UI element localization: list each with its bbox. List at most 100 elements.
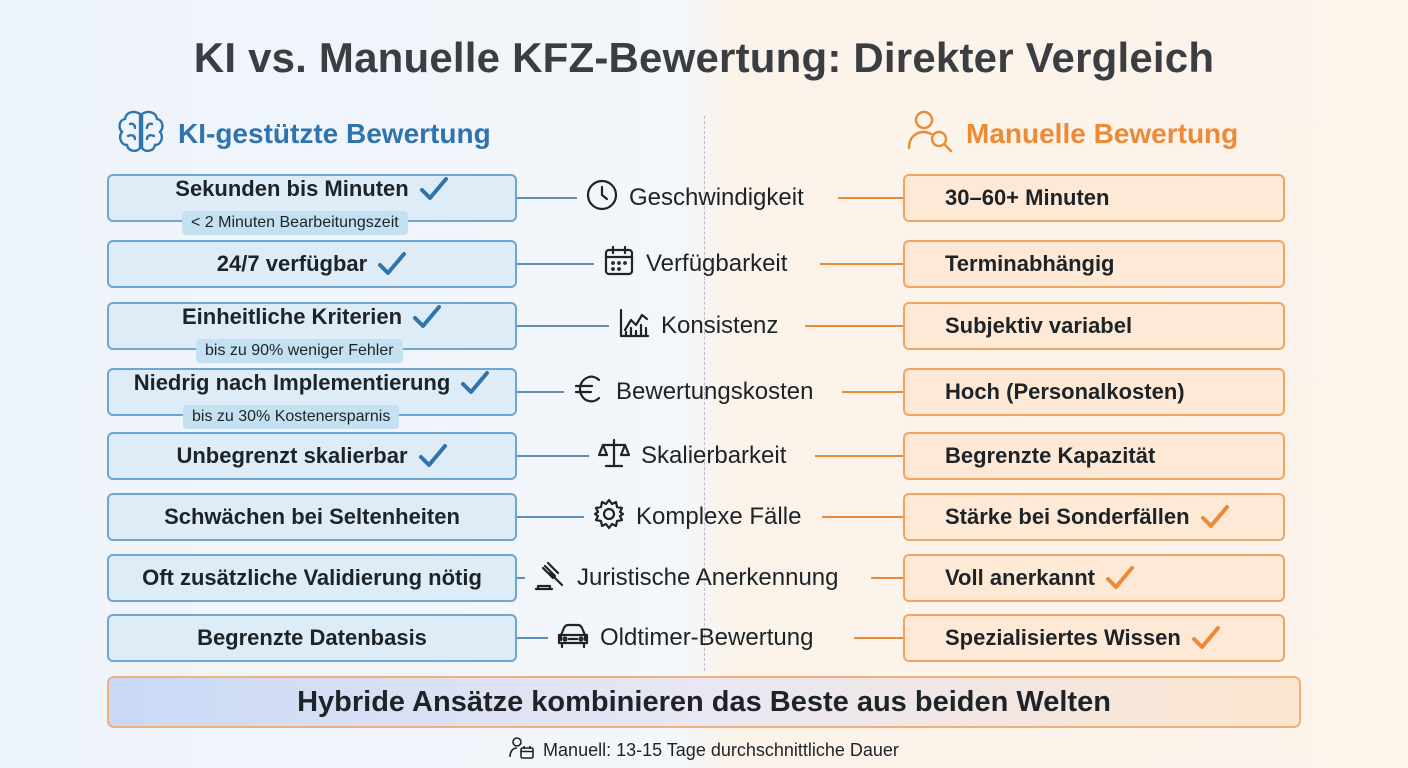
ki-value-text: 24/7 verfügbar bbox=[216, 251, 368, 276]
page-title: KI vs. Manuelle KFZ-Bewertung: Direkter … bbox=[193, 34, 1215, 81]
euro-icon bbox=[572, 372, 616, 413]
ki-value-text: Oft zusätzliche Validierung nötig bbox=[142, 565, 482, 590]
manual-value-box: Begrenzte Kapazität bbox=[903, 432, 1285, 480]
manual-value-box: Spezialisiertes Wissen bbox=[903, 614, 1285, 662]
criterion-text: Geschwindigkeit bbox=[629, 184, 804, 211]
comparison-row: Einheitliche Kriterien bis zu 90% weniger… bbox=[0, 302, 1408, 363]
manual-connector-line bbox=[838, 197, 903, 199]
manual-connector-line bbox=[854, 637, 903, 639]
manual-connector-line bbox=[842, 391, 903, 393]
manual-value-box: Subjektiv variabel bbox=[903, 302, 1285, 350]
manual-value-text: Subjektiv variabel bbox=[945, 313, 1133, 338]
ki-value-text: Begrenzte Datenbasis bbox=[197, 625, 427, 650]
criterion-text: Bewertungskosten bbox=[616, 378, 814, 405]
criterion-text: Konsistenz bbox=[661, 312, 779, 339]
ki-value-text: Unbegrenzt skalierbar bbox=[176, 443, 408, 468]
footer-text: Manuell: 13-15 Tage durchschnittliche Da… bbox=[543, 739, 899, 760]
ki-heading-text: KI-gestützte Bewertung bbox=[178, 118, 491, 149]
manual-value-text: Hoch (Personalkosten) bbox=[945, 379, 1185, 404]
manual-column-heading: Manuelle Bewertung bbox=[906, 110, 1239, 156]
brain-icon bbox=[116, 108, 178, 161]
manual-connector-line bbox=[815, 455, 903, 457]
ki-value-box: Unbegrenzt skalierbar bbox=[107, 432, 517, 480]
ki-value-text: Niedrig nach Implementierung bbox=[133, 370, 451, 395]
manual-connector-line bbox=[822, 516, 903, 518]
checkmark-icon bbox=[377, 250, 407, 278]
ki-value-text: Sekunden bis Minuten bbox=[175, 176, 409, 201]
ki-connector-line bbox=[517, 516, 584, 518]
checkmark-icon bbox=[460, 369, 490, 397]
comparison-row: Begrenzte Datenbasis Oldtimer-Bewertung Sp… bbox=[0, 614, 1408, 662]
manual-value-box: 30–60+ Minuten bbox=[903, 174, 1285, 222]
manual-heading-text: Manuelle Bewertung bbox=[966, 118, 1239, 149]
comparison-row: Schwächen bei Seltenheiten Komplexe Fälle… bbox=[0, 493, 1408, 541]
center-divider bbox=[704, 116, 705, 671]
comparison-row: Unbegrenzt skalierbar Skalierbarkeit Begre… bbox=[0, 432, 1408, 480]
criterion-label: Geschwindigkeit bbox=[585, 174, 804, 222]
manual-connector-line bbox=[820, 263, 903, 265]
ki-value-text: Einheitliche Kriterien bbox=[181, 304, 403, 329]
person-calendar-icon bbox=[509, 736, 543, 765]
checkmark-icon bbox=[418, 442, 448, 470]
manual-value-text: Terminabhängig bbox=[945, 251, 1115, 276]
criterion-text: Komplexe Fälle bbox=[636, 503, 802, 530]
gear-icon bbox=[592, 497, 636, 538]
gavel-icon bbox=[533, 558, 577, 599]
criterion-label: Skalierbarkeit bbox=[597, 432, 786, 480]
ki-detail-badge: bis zu 30% Kostenersparnis bbox=[183, 405, 400, 429]
ki-value-text: Schwächen bei Seltenheiten bbox=[164, 504, 460, 529]
ki-value-box: Begrenzte Datenbasis bbox=[107, 614, 517, 662]
checkmark-icon bbox=[419, 175, 449, 203]
ki-value-box: Oft zusätzliche Validierung nötig bbox=[107, 554, 517, 602]
ki-connector-line bbox=[517, 325, 609, 327]
checkmark-icon bbox=[412, 303, 442, 331]
manual-value-text: Spezialisiertes Wissen bbox=[945, 625, 1181, 650]
criterion-label: Juristische Anerkennung bbox=[533, 554, 839, 602]
criterion-text: Verfügbarkeit bbox=[646, 250, 788, 277]
comparison-row: Sekunden bis Minuten < 2 Minuten Bearbeit… bbox=[0, 174, 1408, 235]
comparison-row: Niedrig nach Implementierung bis zu 30% K… bbox=[0, 368, 1408, 429]
ki-detail-badge: bis zu 90% weniger Fehler bbox=[196, 339, 403, 363]
manual-value-text: 30–60+ Minuten bbox=[945, 185, 1110, 210]
criterion-label: Bewertungskosten bbox=[572, 368, 813, 416]
checkmark-icon bbox=[1191, 624, 1221, 652]
ki-column-heading: KI-gestützte Bewertung bbox=[116, 110, 491, 156]
ki-value-box: Schwächen bei Seltenheiten bbox=[107, 493, 517, 541]
manual-value-text: Stärke bei Sonderfällen bbox=[945, 504, 1190, 529]
manual-value-box: Terminabhängig bbox=[903, 240, 1285, 288]
criterion-label: Oldtimer-Bewertung bbox=[556, 614, 813, 662]
comparison-row: 24/7 verfügbar Verfügbarkeit Terminabhängi… bbox=[0, 240, 1408, 288]
manual-value-box: Voll anerkannt bbox=[903, 554, 1285, 602]
comparison-row: Oft zusätzliche Validierung nötig Juristi… bbox=[0, 554, 1408, 602]
calendar-icon bbox=[602, 244, 646, 285]
car-icon bbox=[556, 618, 600, 659]
person-search-icon bbox=[906, 108, 966, 161]
hybrid-banner: Hybride Ansätze kombinieren das Beste au… bbox=[107, 676, 1301, 728]
ki-connector-line bbox=[517, 577, 525, 579]
criterion-label: Verfügbarkeit bbox=[602, 240, 787, 288]
criterion-label: Konsistenz bbox=[617, 302, 778, 350]
criterion-text: Juristische Anerkennung bbox=[577, 564, 839, 591]
ki-value-box: 24/7 verfügbar bbox=[107, 240, 517, 288]
ki-connector-line bbox=[517, 197, 577, 199]
criterion-text: Oldtimer-Bewertung bbox=[600, 624, 814, 651]
manual-value-text: Begrenzte Kapazität bbox=[945, 443, 1156, 468]
manual-connector-line bbox=[871, 577, 903, 579]
manual-value-box: Hoch (Personalkosten) bbox=[903, 368, 1285, 416]
chart-icon bbox=[617, 306, 661, 347]
ki-connector-line bbox=[517, 263, 594, 265]
scale-icon bbox=[597, 436, 641, 477]
manual-value-text: Voll anerkannt bbox=[945, 565, 1095, 590]
ki-connector-line bbox=[517, 637, 548, 639]
footer-note: Manuell: 13-15 Tage durchschnittliche Da… bbox=[0, 736, 1408, 764]
clock-icon bbox=[585, 178, 629, 219]
checkmark-icon bbox=[1105, 564, 1135, 592]
ki-connector-line bbox=[517, 455, 589, 457]
manual-value-box: Stärke bei Sonderfällen bbox=[903, 493, 1285, 541]
ki-connector-line bbox=[517, 391, 564, 393]
criterion-label: Komplexe Fälle bbox=[592, 493, 801, 541]
checkmark-icon bbox=[1200, 503, 1230, 531]
manual-connector-line bbox=[805, 325, 903, 327]
ki-detail-badge: < 2 Minuten Bearbeitungszeit bbox=[182, 211, 408, 235]
criterion-text: Skalierbarkeit bbox=[641, 442, 787, 469]
